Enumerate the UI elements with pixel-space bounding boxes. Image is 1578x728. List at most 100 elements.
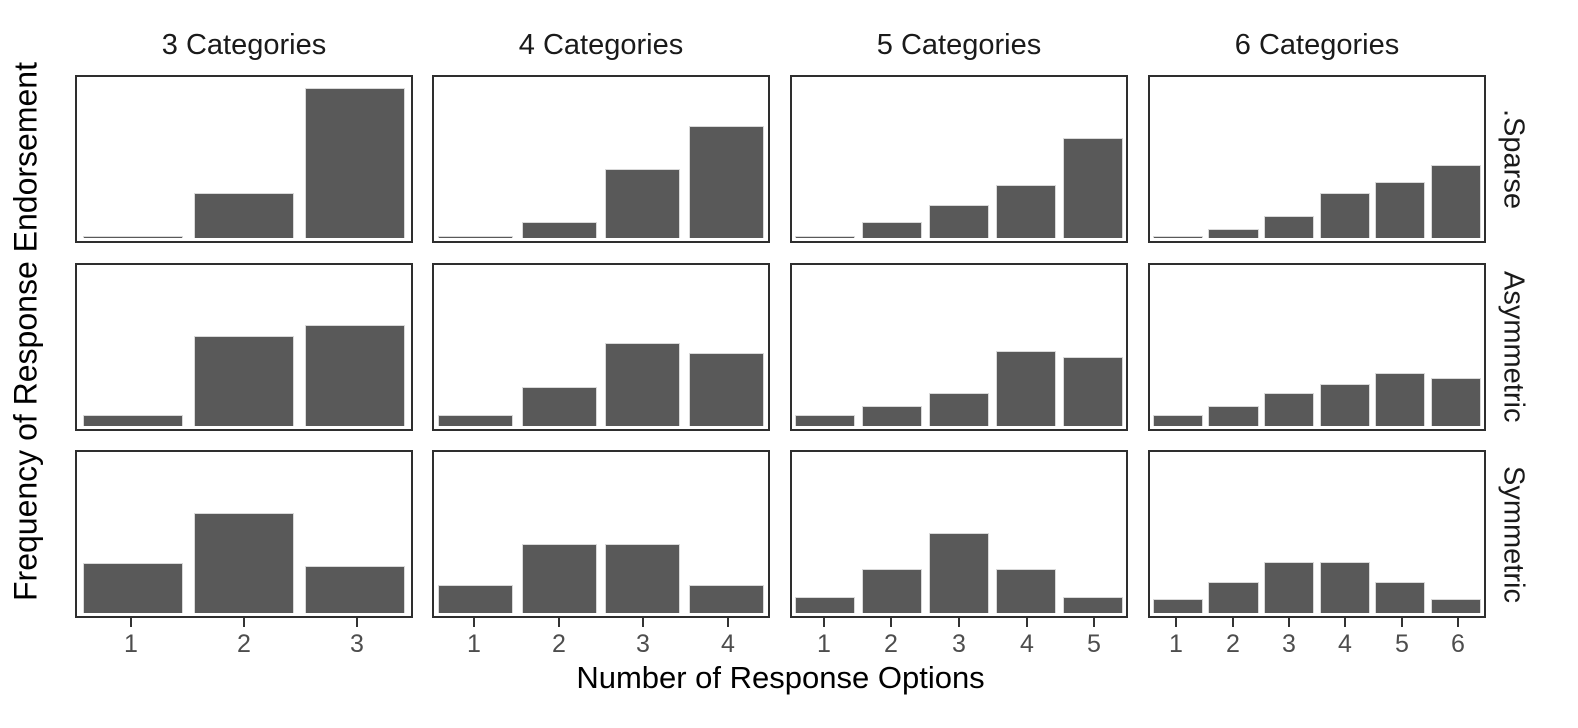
facet-row-strip: Asymmetric (1497, 271, 1530, 423)
x-tick-mark (958, 618, 960, 627)
facet-column-title: 6 Categories (1234, 28, 1400, 61)
bar (688, 353, 764, 426)
bar-slot (1428, 455, 1484, 613)
x-tick-mark (1093, 618, 1095, 627)
bar (82, 415, 183, 426)
x-tick-label: 2 (884, 630, 898, 658)
x-tick-mark (1175, 618, 1177, 627)
bar-slot (188, 455, 299, 613)
x-tick-label: 2 (1226, 630, 1240, 658)
bar-slot (792, 80, 859, 238)
bar-slot (434, 80, 518, 238)
bars-container (1150, 455, 1484, 613)
bar-slot (518, 455, 602, 613)
panel (75, 450, 413, 618)
bar-slot (792, 455, 859, 613)
x-tick-label: 1 (1169, 630, 1183, 658)
bar (438, 585, 514, 613)
bar-slot (1059, 268, 1126, 426)
bar (193, 513, 295, 613)
panel (790, 75, 1128, 243)
bar (1152, 415, 1203, 426)
panel (75, 263, 413, 431)
bar-slot (1428, 268, 1484, 426)
bar-slot (992, 268, 1059, 426)
bar (605, 169, 681, 238)
bar-slot (188, 268, 299, 426)
bar-slot (1150, 80, 1206, 238)
bar (82, 563, 183, 613)
bar (305, 325, 406, 426)
bar (795, 597, 856, 613)
bar-slot (1206, 268, 1262, 426)
x-tick-label: 4 (1020, 630, 1034, 658)
bar-slot (1206, 455, 1262, 613)
bar (305, 88, 406, 238)
bar (521, 387, 597, 426)
bar-slot (1317, 455, 1373, 613)
facet-row-strip: .Sparse (1497, 109, 1530, 209)
y-axis-title: Frequency of Response Endorsement (7, 62, 44, 602)
bar-slot (859, 455, 926, 613)
bar-slot (518, 268, 602, 426)
bar (1264, 562, 1315, 613)
bars-container (1150, 80, 1484, 238)
bar (995, 351, 1056, 426)
x-tick-mark (1344, 618, 1346, 627)
bar-slot (300, 268, 411, 426)
facet-row-strip: Symmetric (1497, 465, 1530, 603)
bar (1431, 378, 1482, 426)
bar (193, 336, 295, 426)
bar-slot (300, 80, 411, 238)
x-tick-mark (1401, 618, 1403, 627)
bars-container (77, 80, 411, 238)
bar-slot (1150, 268, 1206, 426)
bar (862, 406, 923, 426)
bar (605, 544, 681, 613)
bar (1375, 582, 1426, 613)
x-tick-mark (1288, 618, 1290, 627)
bar-slot (926, 455, 993, 613)
bars-container (77, 455, 411, 613)
panel (432, 263, 770, 431)
bars-container (792, 455, 1126, 613)
x-tick-label: 3 (636, 630, 650, 658)
bar-slot (685, 455, 769, 613)
bar (862, 569, 923, 613)
bar (1319, 562, 1370, 613)
bars-container (1150, 268, 1484, 426)
bar-slot (685, 80, 769, 238)
bar-slot (188, 80, 299, 238)
bar-slot (434, 268, 518, 426)
panel (432, 450, 770, 618)
bar-slot (1373, 455, 1429, 613)
bars-container (77, 268, 411, 426)
bar-slot (792, 268, 859, 426)
bar (688, 126, 764, 238)
bar (1208, 406, 1259, 426)
x-tick-mark (1232, 618, 1234, 627)
x-tick-mark (558, 618, 560, 627)
bar-slot (601, 455, 685, 613)
bar (795, 415, 856, 426)
bar (305, 566, 406, 613)
x-tick-label: 1 (124, 630, 138, 658)
bar (1152, 599, 1203, 613)
bar-slot (434, 455, 518, 613)
x-tick-mark (890, 618, 892, 627)
x-tick-label: 4 (1338, 630, 1352, 658)
x-tick-label: 1 (817, 630, 831, 658)
bar (1431, 599, 1482, 613)
x-tick-label: 3 (350, 630, 364, 658)
bar-slot (1206, 80, 1262, 238)
bar (521, 544, 597, 613)
x-tick-label: 3 (952, 630, 966, 658)
bar (605, 343, 681, 426)
bar (928, 533, 990, 613)
bar-slot (1059, 455, 1126, 613)
x-tick-label: 3 (1282, 630, 1296, 658)
x-tick-mark (473, 618, 475, 627)
bar-slot (926, 268, 993, 426)
bar-slot (1059, 80, 1126, 238)
